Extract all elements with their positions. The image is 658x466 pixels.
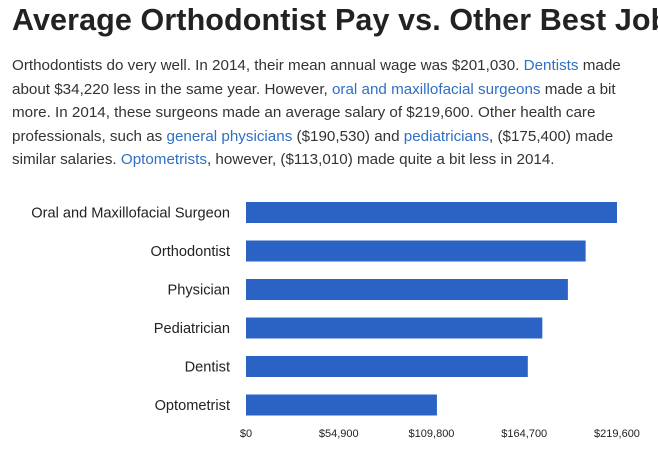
bar [246,202,617,223]
paragraph-text: , however, ($113,010) made quite a bit l… [206,151,555,169]
category-label: Pediatrician [154,321,230,337]
paragraph-text: ($190,530) and [292,127,404,145]
bar [246,356,528,377]
paragraph-text: , ($175,400) made similar salaries. [12,127,614,169]
x-tick-label: $109,800 [409,428,455,440]
x-tick-label: $164,700 [501,428,547,440]
bar [246,279,568,300]
x-tick-label: $0 [240,428,252,440]
paragraph-text: Orthodontists do very well. In 2014, the… [12,57,524,74]
paragraph-text: made about $34,220 less in the same year… [12,57,621,98]
paragraph-text: made a bit more. In 2014, these surgeons… [12,80,616,145]
category-label: Oral and Maxillofacial Surgeon [31,206,230,222]
bar [246,317,543,339]
category-label: Optometrist [155,398,230,414]
dentists-link[interactable]: Dentists [523,57,579,74]
category-label: Orthodontist [151,244,231,260]
optometrists-link[interactable]: Optometrists [120,151,207,169]
intro-paragraph: Orthodontists do very well. In 2014, the… [12,54,652,172]
oral-surgeons-link[interactable]: oral and maxillofacial surgeons [331,80,541,98]
bar [246,394,437,416]
category-label: Dentist [185,360,230,376]
page-title: Average Orthodontist Pay vs. Other Best … [12,3,658,37]
x-tick-label: $54,900 [319,428,359,440]
salary-bar-chart: Oral and Maxillofacial Surgeon Orthodonti… [31,202,640,440]
pediatricians-link[interactable]: pediatricians [403,127,490,145]
x-tick-label: $219,600 [594,428,640,440]
general-physicians-link[interactable]: general physicians [166,127,293,145]
bar [246,240,586,262]
category-label: Physician [168,283,230,299]
